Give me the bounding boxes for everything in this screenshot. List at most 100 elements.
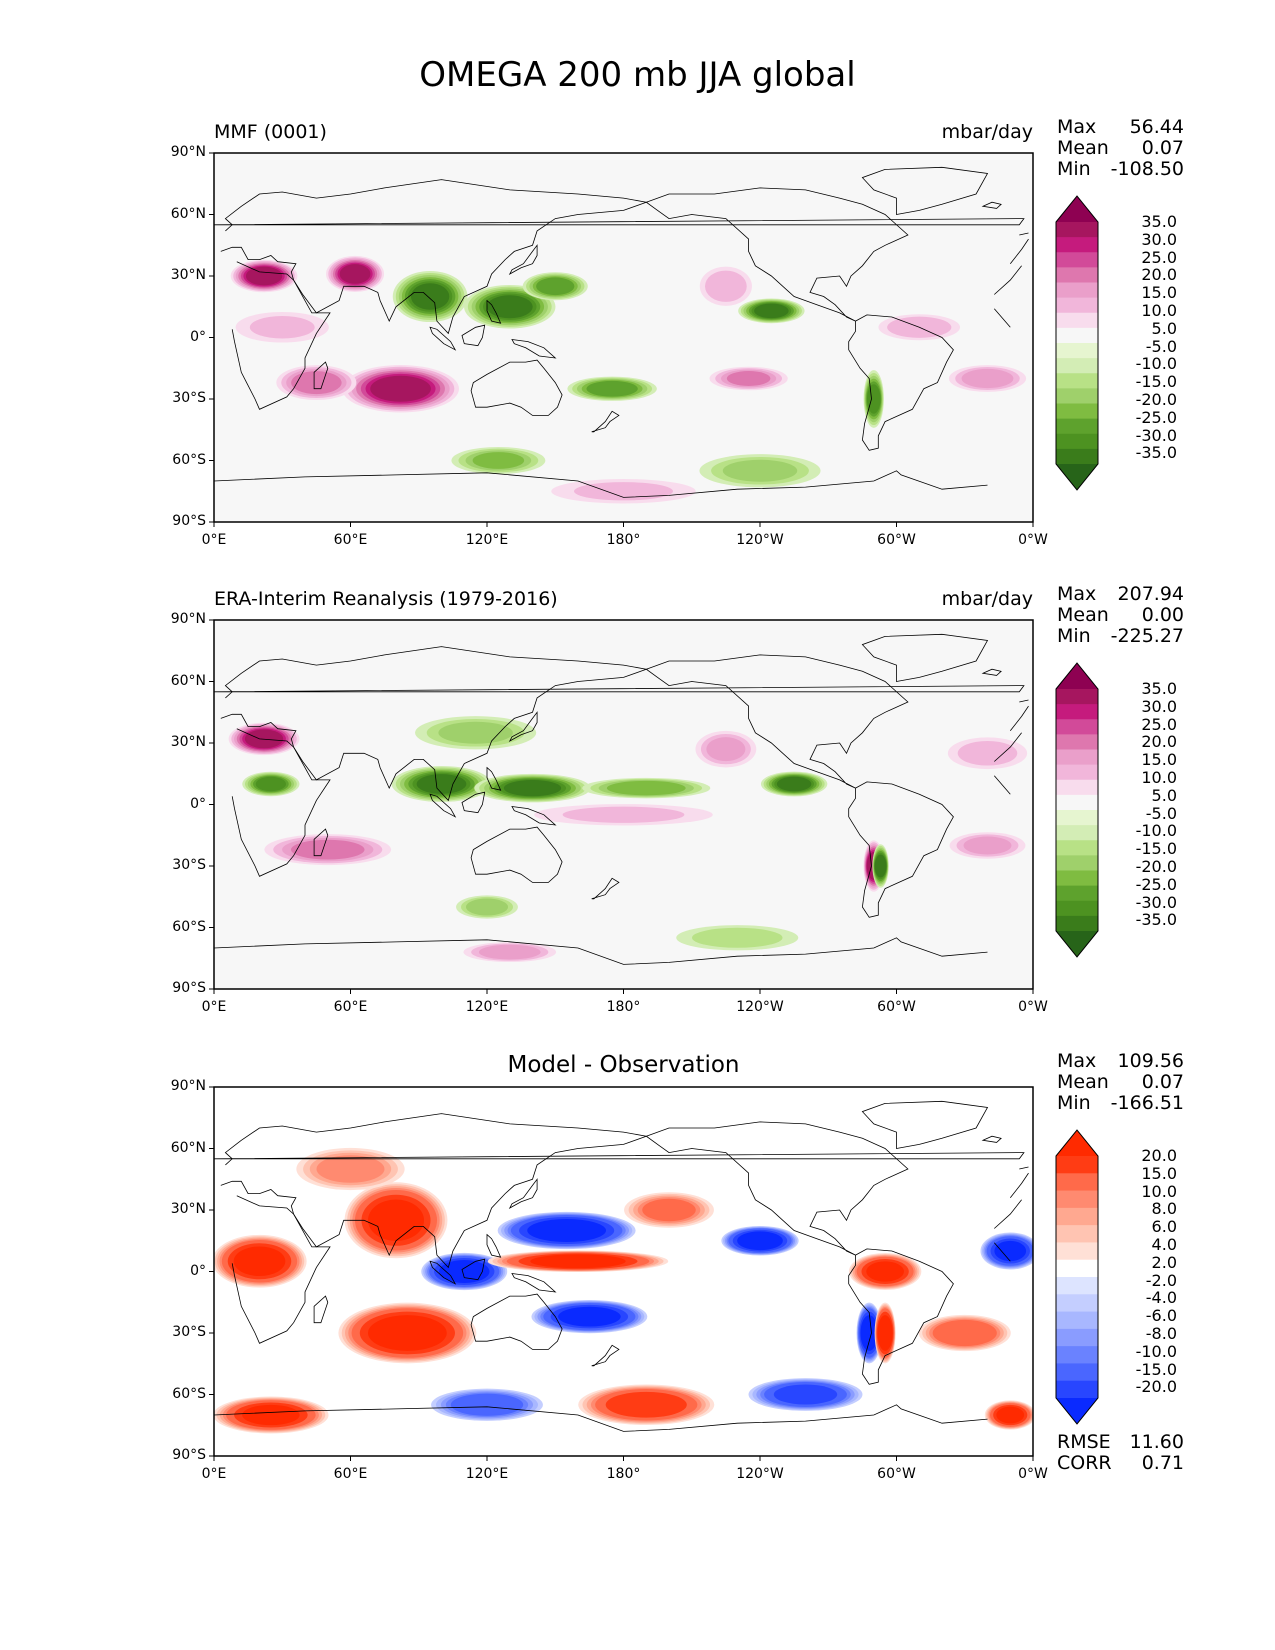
field-contour xyxy=(705,270,747,302)
panel-left-title: ERA-Interim Reanalysis (1979-2016) xyxy=(214,588,558,610)
stat-value: 56.44 xyxy=(1129,116,1184,138)
field-blob-9 xyxy=(463,942,557,963)
coastline-madagascar xyxy=(313,828,329,857)
colorbar-segment xyxy=(1056,388,1098,404)
colorbar-label: 15.0 xyxy=(1141,750,1177,770)
field-contour xyxy=(255,776,287,792)
stat-value: 0.07 xyxy=(1141,137,1184,159)
field-contour xyxy=(773,1384,838,1405)
panel-center-title: Model - Observation xyxy=(507,1052,740,1078)
field-contour xyxy=(536,277,575,296)
lon-tick-label: 180° xyxy=(606,532,641,548)
field-blob-9 xyxy=(856,1302,882,1364)
field-blob-6 xyxy=(522,272,588,301)
field-contour xyxy=(562,806,685,823)
coastline-newzealand xyxy=(591,410,620,433)
lat-tick-label: 90°S xyxy=(172,1447,206,1463)
colorbar-extend-top xyxy=(1056,196,1098,222)
field-blob-8 xyxy=(242,771,300,797)
stat-label: Min xyxy=(1057,1092,1091,1114)
coastline-samerica xyxy=(848,781,954,918)
field-blob-7 xyxy=(721,1226,799,1256)
coastline-japan xyxy=(508,711,538,742)
lat-tick-label: 30°S xyxy=(172,1324,206,1340)
stat-value: 109.56 xyxy=(1117,1050,1184,1072)
colorbar-label: -20.0 xyxy=(1135,390,1177,409)
colorbar-label: 30.0 xyxy=(1141,229,1177,249)
field-contour xyxy=(367,1199,425,1241)
colorbar-extend-bottom xyxy=(1056,464,1098,490)
colorbar-label: 8.0 xyxy=(1151,1199,1177,1219)
colorbar-label: 30.0 xyxy=(1141,696,1177,716)
field-contour xyxy=(450,1393,524,1416)
colorbar-label: -15.0 xyxy=(1135,1359,1177,1379)
lat-tick-label: 90°N xyxy=(170,144,206,160)
panel-left-title: MMF (0001) xyxy=(214,121,327,143)
colorbar xyxy=(1055,662,1099,958)
coastline-namerica xyxy=(645,1121,909,1256)
lat-tick-label: 60°N xyxy=(170,1139,206,1156)
field-contour xyxy=(963,836,1012,855)
coastline-greenland xyxy=(861,1100,989,1149)
colorbar-segment xyxy=(1056,794,1098,811)
stat-value: -166.51 xyxy=(1110,1092,1184,1114)
colorbar-extend-bottom xyxy=(1056,1398,1098,1424)
stat-value: 11.60 xyxy=(1129,1431,1184,1453)
field-blob-14 xyxy=(431,1388,543,1421)
field-contour xyxy=(530,1254,626,1269)
stat-row-min: Min -108.50 xyxy=(1057,159,1184,180)
coastline-newguinea xyxy=(511,1273,557,1293)
coastline-iceland xyxy=(981,1135,1002,1143)
colorbar-segment xyxy=(1056,327,1098,344)
coastline-namerica xyxy=(645,654,909,789)
coastline-japan xyxy=(508,1178,538,1209)
lon-tick-label: 60°W xyxy=(877,532,916,548)
field-contour xyxy=(586,380,638,397)
coastline-australia xyxy=(470,359,563,416)
colorbar-segment xyxy=(1056,1380,1098,1399)
field-contour xyxy=(726,371,771,386)
lon-tick-label: 0°W xyxy=(1018,1466,1048,1482)
stat-value: 0.07 xyxy=(1141,1071,1184,1093)
colorbar-segment xyxy=(1056,1259,1098,1278)
field-contour xyxy=(465,898,509,916)
lon-tick-label: 0°W xyxy=(1018,532,1048,548)
colorbar xyxy=(1055,1129,1099,1425)
colorbar-outline xyxy=(1055,1129,1099,1425)
lon-tick-label: 120°E xyxy=(465,999,509,1015)
coastline-madagascar xyxy=(313,361,329,390)
lon-tick-label: 180° xyxy=(606,1466,641,1482)
lat-tick-label: 30°S xyxy=(172,390,206,406)
lat-tick-label: 30°N xyxy=(170,1201,206,1217)
colorbar-segment xyxy=(1056,1363,1098,1382)
coastline-philippines xyxy=(486,1233,502,1258)
lon-tick-label: 60°E xyxy=(333,532,368,548)
stat-value: 207.94 xyxy=(1117,583,1184,605)
colorbar-segment xyxy=(1056,734,1098,750)
coastline-africa xyxy=(231,1195,1022,1344)
colorbar-label: -2.0 xyxy=(1145,1270,1177,1290)
field-blob-15 xyxy=(456,895,518,919)
field-contour xyxy=(478,944,541,960)
colorbar-segment xyxy=(1056,252,1098,268)
stat-row-min: Min -166.51 xyxy=(1057,1093,1184,1114)
field-contour xyxy=(486,295,533,319)
lon-tick-label: 120°W xyxy=(736,1466,784,1482)
panel-stats: Max 56.44 Mean 0.07 Min -108.50 xyxy=(1057,117,1184,180)
coastline-samerica xyxy=(848,1248,954,1385)
coastline-antarctica xyxy=(214,937,988,965)
colorbar-label: -8.0 xyxy=(1145,1324,1177,1343)
colorbar-label: -5.0 xyxy=(1145,336,1177,356)
stat-label: Max xyxy=(1057,583,1097,605)
lat-tick-label: 30°N xyxy=(170,734,206,750)
field-blob-0 xyxy=(214,1234,307,1288)
colorbar-label: 6.0 xyxy=(1151,1217,1177,1237)
field-contour xyxy=(605,1391,687,1418)
coastline-sumatra xyxy=(429,326,457,351)
colorbar-segment xyxy=(1056,1277,1098,1295)
colorbar-label: 15.0 xyxy=(1141,283,1177,303)
colorbar-segment xyxy=(1056,343,1098,359)
coastline-australia xyxy=(470,826,563,883)
figure-title: OMEGA 200 mb JJA global xyxy=(419,55,856,95)
colorbar-segment xyxy=(1056,312,1098,329)
